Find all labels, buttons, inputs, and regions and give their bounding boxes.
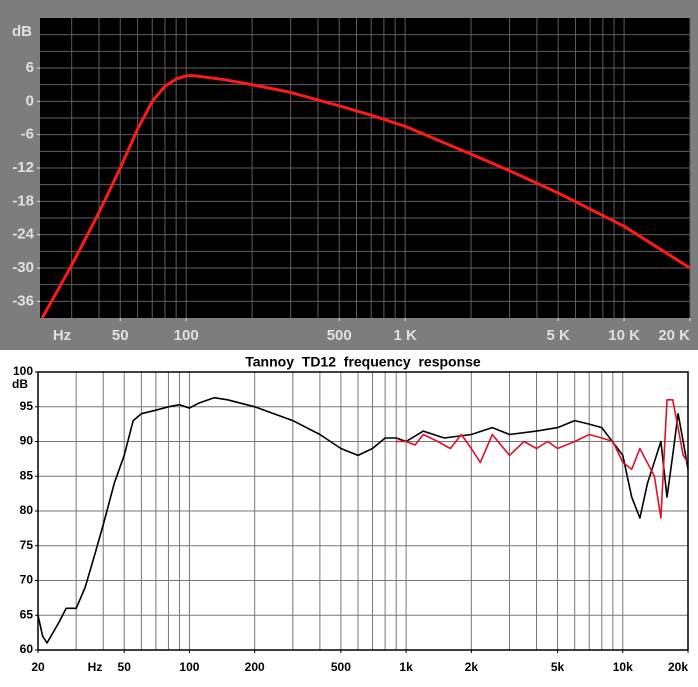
x-tick-label: 100 bbox=[174, 327, 199, 344]
series-line bbox=[396, 399, 689, 519]
x-axis-label: Hz bbox=[88, 660, 103, 674]
y-tick-label: 70 bbox=[20, 573, 34, 587]
x-tick-label: 100 bbox=[179, 660, 199, 674]
y-axis-label: dB bbox=[12, 23, 32, 40]
y-tick-label: 0 bbox=[26, 92, 34, 109]
y-tick-label: 75 bbox=[20, 538, 34, 552]
series-line bbox=[37, 396, 689, 644]
x-tick-label: 500 bbox=[327, 327, 352, 344]
y-tick-label: 85 bbox=[20, 468, 34, 482]
y-tick-label: 6 bbox=[26, 59, 34, 76]
y-tick-label: -24 bbox=[12, 226, 34, 243]
x-tick-label: 5k bbox=[551, 660, 565, 674]
chart-title: Tannoy TD12 frequency response bbox=[245, 354, 481, 370]
x-tick-label: 200 bbox=[245, 660, 265, 674]
y-tick-label: -6 bbox=[21, 126, 34, 143]
y-tick-label: 60 bbox=[20, 642, 34, 656]
y-tick-label: 95 bbox=[20, 399, 34, 413]
y-axis-label: dB bbox=[12, 377, 28, 391]
y-tick-label: 65 bbox=[20, 607, 34, 621]
x-tick-label: 5 K bbox=[547, 327, 571, 344]
y-tick-label: 80 bbox=[20, 503, 34, 517]
y-tick-label: 100 bbox=[13, 364, 33, 378]
x-tick-label: 20 bbox=[31, 660, 45, 674]
plot-border bbox=[37, 371, 689, 651]
y-tick-label: -36 bbox=[12, 292, 34, 309]
y-tick-label: 90 bbox=[20, 434, 34, 448]
x-tick-label: 1 K bbox=[393, 327, 417, 344]
x-tick-label: 20k bbox=[668, 660, 688, 674]
x-tick-label: 10k bbox=[613, 660, 633, 674]
y-tick-label: -18 bbox=[12, 192, 34, 209]
x-tick-label: 10 K bbox=[608, 327, 640, 344]
x-axis-label: Hz bbox=[53, 327, 71, 344]
series-line bbox=[40, 74, 691, 319]
x-tick-label: 50 bbox=[112, 327, 129, 344]
y-tick-label: -12 bbox=[12, 159, 34, 176]
chart-top: 6 0 -6 -12 -18 -24 -30 -36 50 100 500 1 K 5 K 10 K 20 … bbox=[12, 18, 691, 344]
x-tick-label: 500 bbox=[331, 660, 351, 674]
y-tick-label: -30 bbox=[12, 259, 34, 276]
chart-bottom: 60 65 70 75 80 85 90 95 100 20 50 100 200 500 1k 2k 5k 10… bbox=[12, 354, 689, 674]
x-tick-label: 50 bbox=[118, 660, 132, 674]
x-tick-label: 2k bbox=[465, 660, 479, 674]
x-tick-label: 1k bbox=[399, 660, 413, 674]
x-tick-label: 20 K bbox=[658, 327, 690, 344]
